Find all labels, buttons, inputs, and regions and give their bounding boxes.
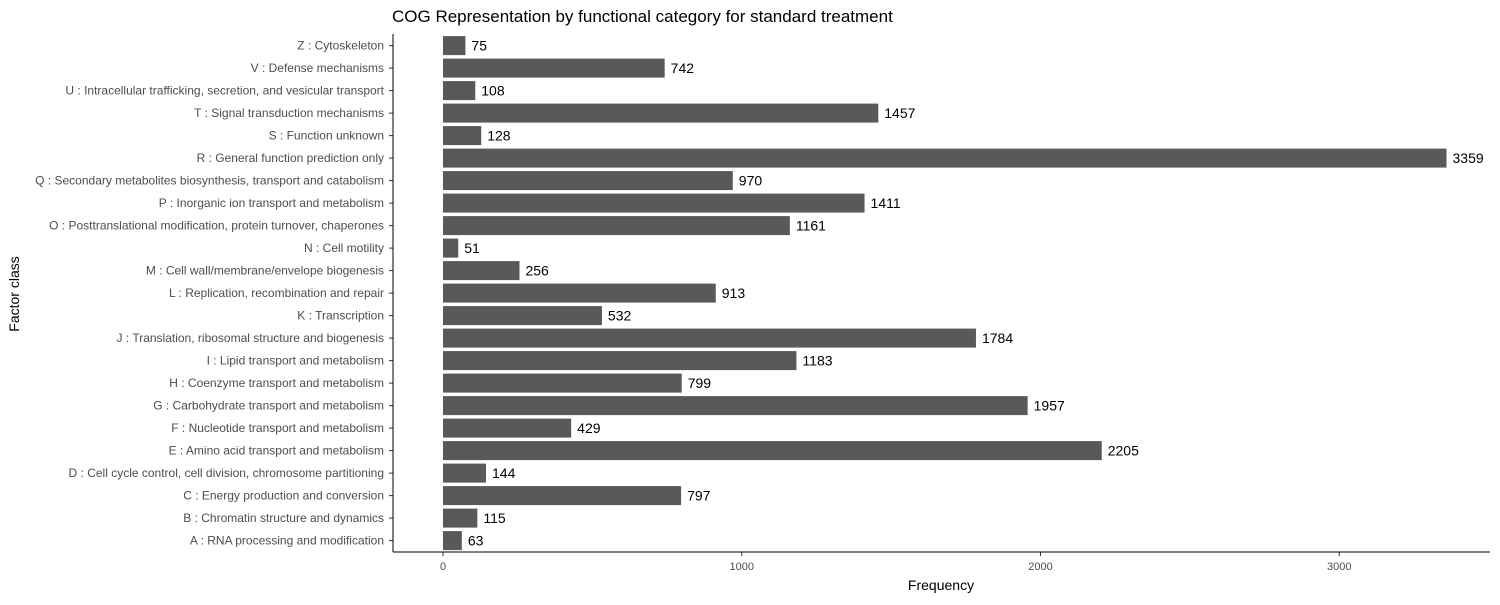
bar-value-label: 532 xyxy=(608,308,632,324)
bar-value-label: 1784 xyxy=(982,330,1013,346)
bar xyxy=(443,306,602,326)
category-labels-layer: Z : Cytoskeleton V : Defense mechanisms U … xyxy=(35,39,393,548)
category-label: F : Nucleotide transport and metabolism xyxy=(171,421,384,435)
x-tick-label: 2000 xyxy=(1028,561,1052,573)
bar xyxy=(443,283,716,303)
x-axis-title: Frequency xyxy=(908,577,974,593)
category-label: U : Intracellular trafficking, secretion… xyxy=(65,84,384,98)
x-tick-label: 3000 xyxy=(1327,561,1351,573)
x-tick-label: 0 xyxy=(440,561,446,573)
category-label: K : Transcription xyxy=(297,309,384,323)
bar-value-label: 256 xyxy=(525,263,549,279)
value-labels-layer: 75 742 108 1457 128 3359 970 1411 1161 51 256 913 53… xyxy=(464,38,1484,549)
bar-value-label: 742 xyxy=(671,60,695,76)
bar xyxy=(443,441,1102,461)
bar xyxy=(443,36,466,56)
bar xyxy=(443,261,520,281)
bar xyxy=(443,463,487,483)
bar xyxy=(443,193,865,213)
bar xyxy=(443,351,797,371)
bar xyxy=(443,373,682,393)
category-label: V : Defense mechanisms xyxy=(251,61,384,75)
bar-value-label: 51 xyxy=(464,240,480,256)
bar xyxy=(443,148,1447,168)
category-label: E : Amino acid transport and metabolism xyxy=(169,444,384,458)
bar xyxy=(443,418,572,438)
bar xyxy=(443,238,459,258)
bar-value-label: 1183 xyxy=(802,353,832,369)
x-ticks-layer: 0 1000 2000 3000 xyxy=(440,552,1351,573)
bar-value-label: 429 xyxy=(577,420,601,436)
bar xyxy=(443,126,482,146)
bar xyxy=(443,396,1028,416)
bar xyxy=(443,58,665,78)
category-label: O : Posttranslational modification, prot… xyxy=(49,219,384,233)
bar xyxy=(443,531,462,551)
bar xyxy=(443,328,976,348)
bar xyxy=(443,508,478,528)
bars-layer xyxy=(443,36,1447,551)
y-axis-title: Factor class xyxy=(6,256,22,331)
chart-title: COG Representation by functional categor… xyxy=(392,7,893,26)
bar-value-label: 970 xyxy=(739,173,763,189)
category-label: A : RNA processing and modification xyxy=(190,534,384,548)
category-label: I : Lipid transport and metabolism xyxy=(207,354,384,368)
bar-value-label: 797 xyxy=(687,488,711,504)
category-label: P : Inorganic ion transport and metaboli… xyxy=(159,196,384,210)
category-label: B : Chromatin structure and dynamics xyxy=(183,511,384,525)
bar-value-label: 1411 xyxy=(871,195,901,211)
bar-value-label: 1457 xyxy=(884,105,915,121)
category-label: R : General function prediction only xyxy=(197,151,384,165)
bar xyxy=(443,103,879,123)
category-label: J : Translation, ribosomal structure and… xyxy=(117,331,384,345)
bar-value-label: 144 xyxy=(492,465,516,481)
bar-value-label: 128 xyxy=(487,128,511,144)
category-label: N : Cell motility xyxy=(304,241,384,255)
bar-value-label: 108 xyxy=(481,83,505,99)
category-label: C : Energy production and conversion xyxy=(183,489,384,503)
bar-value-label: 1957 xyxy=(1034,398,1065,414)
category-label: M : Cell wall/membrane/envelope biogenes… xyxy=(146,264,384,278)
bar xyxy=(443,216,790,236)
category-label: G : Carbohydrate transport and metabolis… xyxy=(153,399,384,413)
bar-value-label: 799 xyxy=(688,375,712,391)
bar-value-label: 2205 xyxy=(1108,443,1139,459)
bar-value-label: 3359 xyxy=(1453,150,1484,166)
category-label: T : Signal transduction mechanisms xyxy=(194,106,384,120)
bar-value-label: 75 xyxy=(471,38,487,54)
category-label: H : Coenzyme transport and metabolism xyxy=(169,376,384,390)
bar-value-label: 63 xyxy=(468,533,484,549)
category-label: Z : Cytoskeleton xyxy=(297,39,384,53)
category-label: S : Function unknown xyxy=(269,129,384,143)
bar-value-label: 913 xyxy=(722,285,746,301)
bar xyxy=(443,171,733,191)
category-label: Q : Secondary metabolites biosynthesis, … xyxy=(35,174,384,188)
bar-value-label: 1161 xyxy=(796,218,826,234)
category-label: L : Replication, recombination and repai… xyxy=(169,286,384,300)
bar-value-label: 115 xyxy=(483,510,506,526)
category-label: D : Cell cycle control, cell division, c… xyxy=(69,466,384,480)
bar xyxy=(443,81,476,101)
x-tick-label: 1000 xyxy=(730,561,754,573)
bar xyxy=(443,486,682,506)
